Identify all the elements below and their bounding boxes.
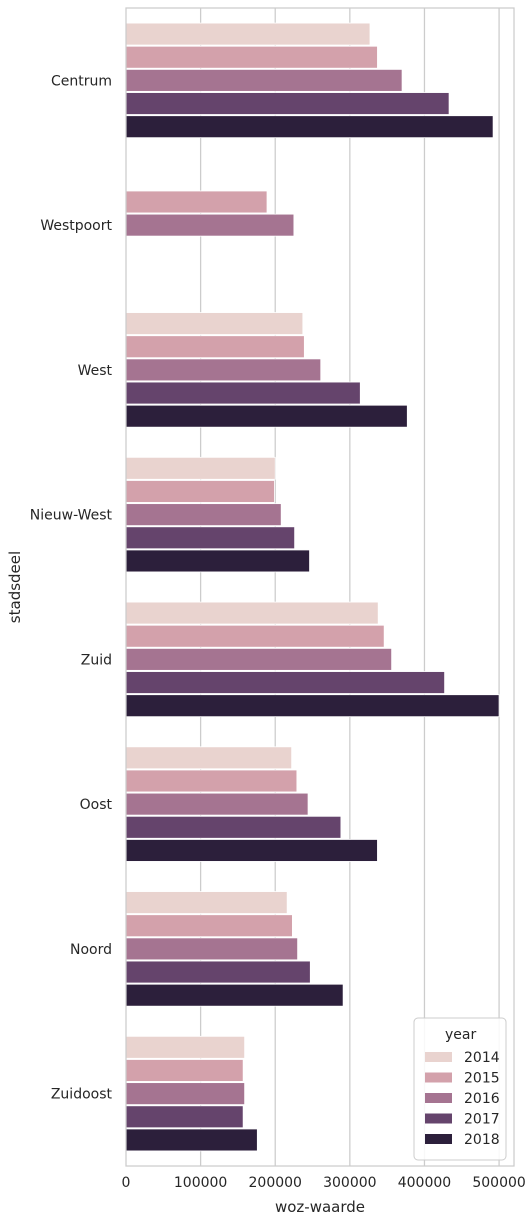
y-category-label-4: Zuid bbox=[81, 652, 112, 668]
bar-centrum-2016 bbox=[125, 68, 403, 92]
legend-label-2017: 2017 bbox=[464, 1112, 500, 1128]
bar-zuidoost-2015 bbox=[125, 1059, 244, 1082]
y-category-label-6: Noord bbox=[70, 942, 112, 958]
legend-label-2018: 2018 bbox=[464, 1132, 500, 1148]
bar-west-2015 bbox=[125, 335, 305, 359]
bar-oost-2015 bbox=[125, 769, 298, 793]
legend-swatch-2014 bbox=[425, 1052, 452, 1062]
legend-label-2016: 2016 bbox=[464, 1091, 500, 1107]
plot-frame bbox=[125, 7, 515, 1167]
x-tick-label-0: 0 bbox=[122, 1175, 131, 1191]
legend-label-2014: 2014 bbox=[464, 1050, 500, 1066]
bar-west-2014 bbox=[125, 312, 304, 335]
bar-west-2017 bbox=[125, 381, 361, 405]
y-category-label-2: West bbox=[78, 363, 113, 379]
bar-nieuw-west-2018 bbox=[125, 549, 310, 573]
x-tick-label-5: 500000 bbox=[472, 1175, 525, 1191]
x-tick-label-1: 100000 bbox=[174, 1175, 227, 1191]
bar-westpoort-2015 bbox=[125, 190, 268, 214]
x-tick-label-2: 200000 bbox=[249, 1175, 302, 1191]
bar-zuid-2014 bbox=[125, 601, 379, 625]
bar-oost-2017 bbox=[125, 815, 342, 839]
y-category-label-3: Nieuw-West bbox=[30, 508, 113, 524]
legend-swatch-2015 bbox=[425, 1072, 452, 1083]
y-category-label-7: Zuidoost bbox=[51, 1087, 113, 1103]
x-ticks: 0 100000 200000 300000 400000 500000 bbox=[122, 1175, 526, 1191]
bar-oost-2016 bbox=[125, 792, 309, 816]
bar-west-2016 bbox=[125, 358, 322, 382]
legend-title: year bbox=[445, 1027, 476, 1043]
legend-label-2015: 2015 bbox=[464, 1071, 500, 1087]
bar-centrum-2015 bbox=[125, 45, 378, 69]
y-category-labels: Centrum Westpoort West Nieuw-West Zuid Oost No… bbox=[30, 73, 113, 1102]
y-category-label-5: Oost bbox=[80, 797, 113, 813]
bar-centrum-2014 bbox=[125, 22, 371, 46]
bars bbox=[125, 22, 500, 1152]
bar-zuid-2016 bbox=[125, 647, 393, 671]
bar-nieuw-west-2015 bbox=[125, 480, 275, 503]
bar-noord-2018 bbox=[125, 983, 344, 1007]
bar-zuidoost-2014 bbox=[125, 1035, 246, 1059]
legend-swatch-2018 bbox=[425, 1134, 452, 1144]
bar-noord-2014 bbox=[125, 891, 288, 914]
bar-zuid-2017 bbox=[125, 671, 446, 694]
bar-zuidoost-2017 bbox=[125, 1105, 244, 1129]
bar-centrum-2017 bbox=[125, 92, 450, 115]
bar-nieuw-west-2016 bbox=[125, 503, 282, 527]
bar-nieuw-west-2014 bbox=[125, 456, 276, 480]
bar-centrum-2018 bbox=[125, 115, 494, 139]
legend-swatch-2017 bbox=[425, 1113, 452, 1124]
x-tick-label-4: 400000 bbox=[398, 1175, 451, 1191]
bar-westpoort-2016 bbox=[125, 213, 295, 237]
legend: year 2014 2015 2016 2017 2018 bbox=[413, 1017, 507, 1161]
x-axis-title: woz-waarde bbox=[275, 1198, 365, 1216]
bar-noord-2016 bbox=[125, 937, 299, 961]
bar-zuidoost-2018 bbox=[125, 1128, 258, 1152]
bar-noord-2015 bbox=[125, 914, 293, 938]
y-category-label-1: Westpoort bbox=[40, 218, 112, 234]
bar-noord-2017 bbox=[125, 960, 311, 984]
bar-nieuw-west-2017 bbox=[125, 526, 296, 550]
legend-swatch-2016 bbox=[425, 1093, 452, 1103]
bar-oost-2014 bbox=[125, 746, 293, 770]
y-axis-title: stadsdeel bbox=[6, 551, 24, 623]
bar-zuid-2015 bbox=[125, 624, 385, 648]
bar-west-2018 bbox=[125, 404, 408, 428]
y-category-label-0: Centrum bbox=[51, 73, 112, 89]
x-tick-label-3: 300000 bbox=[323, 1175, 376, 1191]
bar-zuidoost-2016 bbox=[125, 1082, 246, 1106]
bar-oost-2018 bbox=[125, 839, 378, 862]
bar-zuid-2018 bbox=[125, 694, 500, 718]
